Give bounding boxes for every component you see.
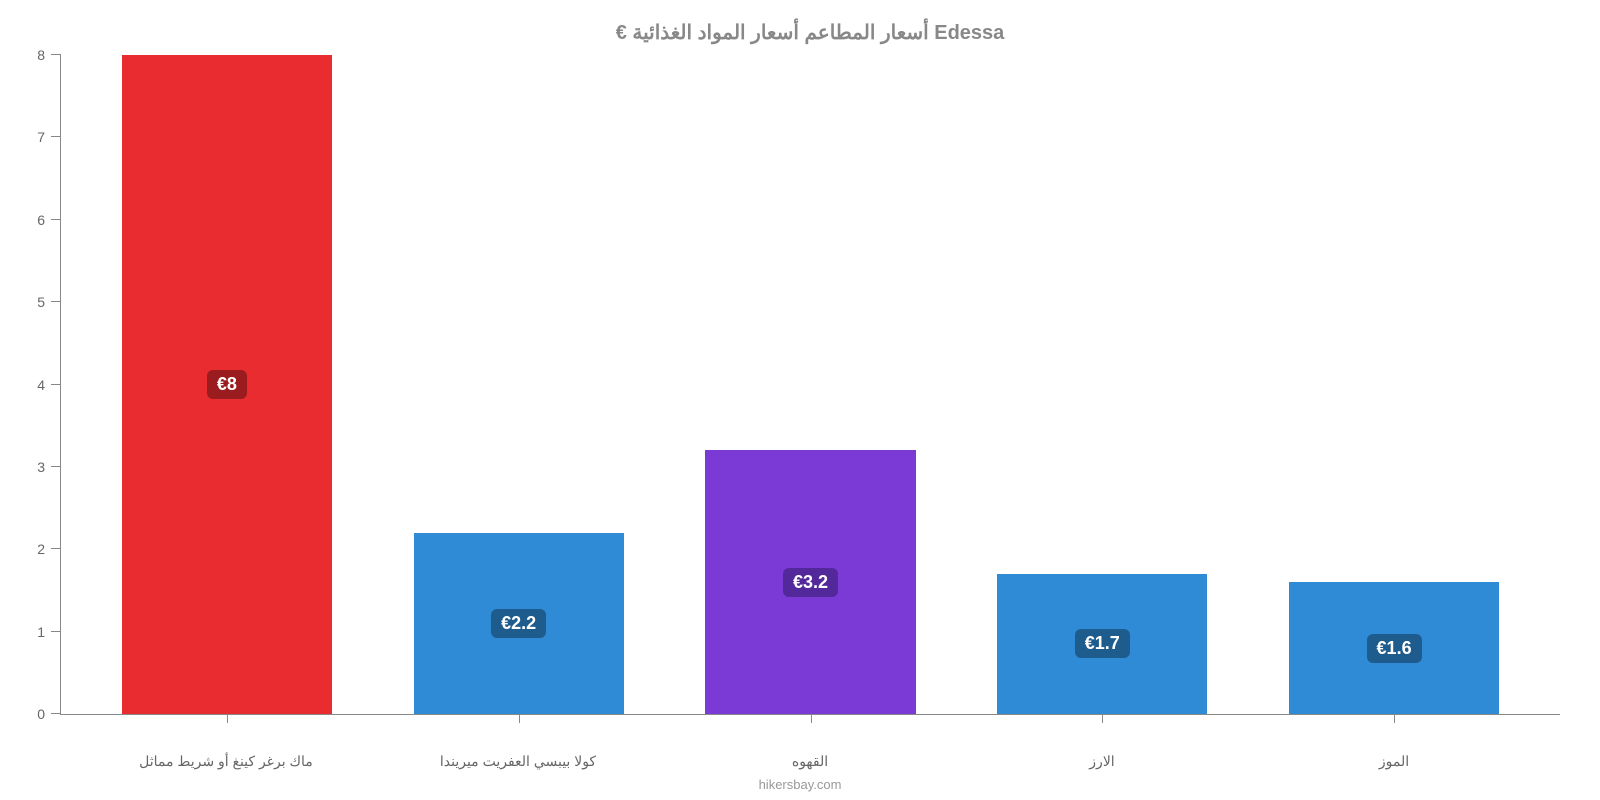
x-axis-label: الارز — [956, 753, 1248, 770]
bar-value-label: €3.2 — [783, 568, 838, 597]
x-axis-label: كولا بيبسي العفريت ميريندا — [372, 753, 664, 770]
bar-value-label: €2.2 — [491, 609, 546, 638]
y-axis-label: 2 — [37, 541, 61, 557]
bar-slot: €2.2 — [373, 55, 665, 714]
y-axis-label: 0 — [37, 706, 61, 722]
bar-slot: €1.7 — [956, 55, 1248, 714]
y-axis-label: 7 — [37, 129, 61, 145]
bar-slot: €3.2 — [665, 55, 957, 714]
bar: €3.2 — [705, 450, 915, 714]
bar-value-label: €8 — [207, 370, 247, 399]
x-axis-labels: ماك برغر كينغ أو شريط مماثلكولا بيبسي ال… — [60, 753, 1560, 770]
x-tick — [811, 714, 812, 723]
plot-area: €8€2.2€3.2€1.7€1.6 012345678 — [60, 55, 1560, 715]
chart-footer: hikersbay.com — [0, 777, 1600, 792]
bar-value-label: €1.6 — [1367, 634, 1422, 663]
x-tick — [519, 714, 520, 723]
bar: €8 — [122, 55, 332, 714]
x-axis-label: الموز — [1248, 753, 1540, 770]
bars-row: €8 €2.2 €3.2 €1.7 €1.6 — [61, 55, 1560, 714]
x-tick — [1102, 714, 1103, 723]
chart-title: € أسعار المطاعم أسعار المواد الغذائية Ed… — [60, 20, 1560, 45]
y-axis-label: 1 — [37, 624, 61, 640]
x-axis-label: ماك برغر كينغ أو شريط مماثل — [80, 753, 372, 770]
y-axis-label: 5 — [37, 294, 61, 310]
bar: €1.7 — [997, 574, 1207, 714]
bar-value-label: €1.7 — [1075, 629, 1130, 658]
bar-slot: €8 — [81, 55, 373, 714]
x-tick — [227, 714, 228, 723]
price-bar-chart: € أسعار المطاعم أسعار المواد الغذائية Ed… — [0, 0, 1600, 800]
y-axis-label: 8 — [37, 47, 61, 63]
bar: €2.2 — [414, 533, 624, 714]
y-axis-label: 4 — [37, 377, 61, 393]
y-axis-label: 3 — [37, 459, 61, 475]
x-tick — [1394, 714, 1395, 723]
y-axis-label: 6 — [37, 212, 61, 228]
bar-slot: €1.6 — [1248, 55, 1540, 714]
bar: €1.6 — [1289, 582, 1499, 714]
x-axis-label: القهوه — [664, 753, 956, 770]
